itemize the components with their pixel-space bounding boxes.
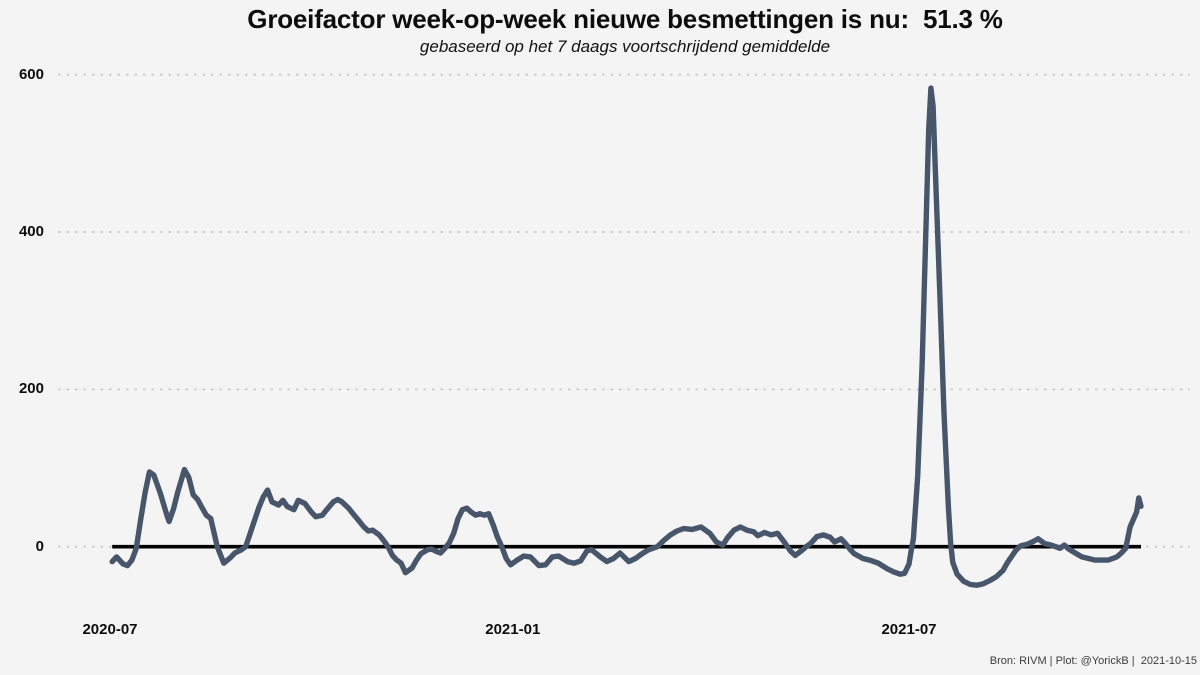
gridlines: [58, 73, 1190, 548]
x-tick-label-2020-07: 2020-07: [82, 621, 138, 638]
chart-subtitle: gebaseerd op het 7 daags voortschrijdend…: [419, 37, 831, 56]
growth-factor-line: [109, 85, 1144, 588]
y-tick-label-400: 400: [18, 223, 44, 241]
y-tick-label-0: 0: [35, 537, 44, 555]
y-tick-label-200: 200: [18, 380, 44, 398]
chart-title: Groeifactor week-op-week nieuwe besmetti…: [247, 4, 1003, 34]
source-credit: Bron: RIVM | Plot: @YorickB | 2021-10-15: [989, 655, 1197, 667]
x-tick-label-2021-01: 2021-01: [485, 621, 541, 638]
y-tick-label-600: 600: [18, 65, 44, 83]
x-tick-label-2021-07: 2021-07: [881, 621, 937, 638]
